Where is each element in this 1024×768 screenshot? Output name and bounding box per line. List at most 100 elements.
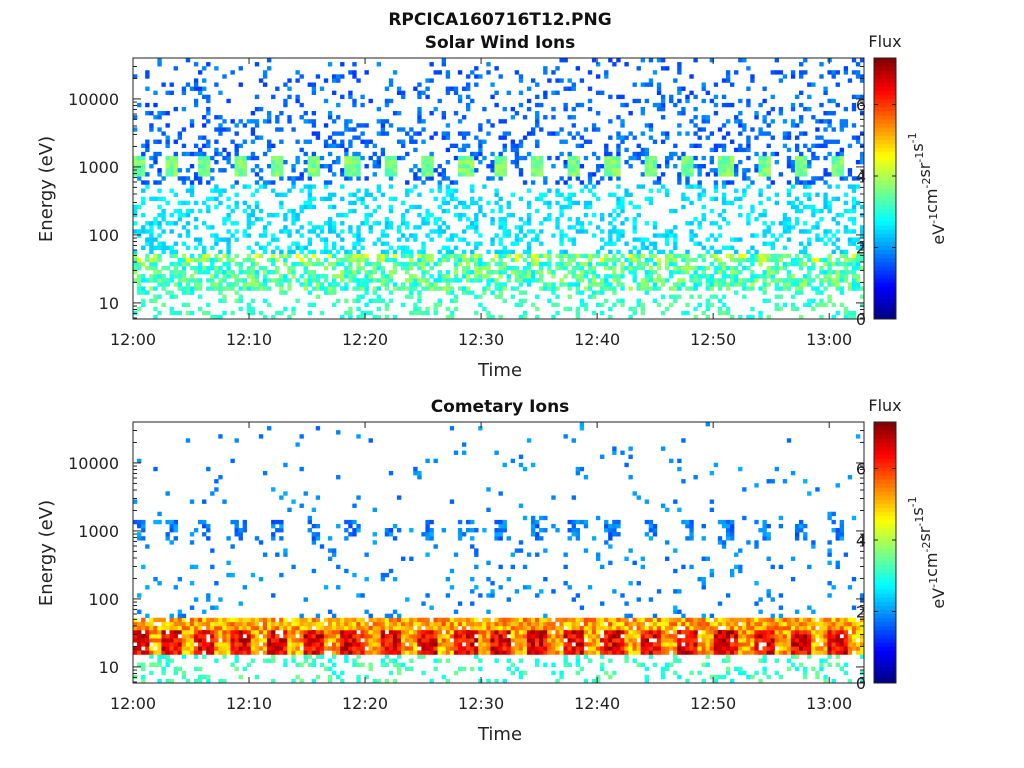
heatmap-cell — [384, 638, 390, 643]
heatmap-cell — [677, 180, 682, 185]
heatmap-cell — [238, 536, 243, 541]
heatmap-cell — [169, 188, 174, 193]
heatmap-cell — [323, 143, 329, 149]
heatmap-cell — [226, 560, 231, 566]
heatmap-cell — [721, 155, 727, 161]
heatmap-cell — [295, 638, 300, 643]
heatmap-cell — [648, 278, 654, 283]
heatmap-cell — [421, 274, 426, 279]
heatmap-cell — [222, 298, 227, 303]
heatmap-cell — [453, 86, 459, 91]
heatmap-cell — [417, 294, 422, 299]
heatmap-cell — [202, 245, 207, 250]
heatmap-cell — [859, 58, 865, 63]
heatmap-cell — [794, 164, 800, 169]
heatmap-cell — [376, 306, 382, 312]
heatmap-cell — [851, 196, 857, 202]
heatmap-cell — [563, 180, 568, 185]
heatmap-cell — [242, 638, 248, 643]
heatmap-cell — [169, 617, 174, 623]
heatmap-cell — [502, 106, 507, 112]
heatmap-cell — [271, 532, 276, 537]
heatmap-cell — [327, 678, 333, 684]
heatmap-cell — [697, 278, 702, 283]
heatmap-cell — [193, 278, 199, 283]
heatmap-cell — [340, 257, 345, 263]
heatmap-cell — [754, 278, 759, 283]
heatmap-cell — [786, 237, 792, 242]
heatmap-cell — [149, 629, 154, 635]
heatmap-cell — [685, 265, 690, 271]
heatmap-cell — [595, 253, 601, 259]
heatmap-cell — [673, 286, 678, 291]
heatmap-cell — [738, 282, 743, 287]
heatmap-cell — [153, 253, 158, 259]
heatmap-cell — [218, 597, 223, 602]
heatmap-cell — [831, 278, 836, 283]
heatmap-cell — [526, 86, 532, 91]
heatmap-cell — [153, 638, 158, 643]
heatmap-cell — [510, 143, 516, 149]
colorbar-swatch — [874, 70, 896, 75]
heatmap-cell — [173, 523, 178, 529]
heatmap-cell — [526, 106, 532, 112]
heatmap-cell — [258, 625, 264, 631]
heatmap-cell — [185, 650, 191, 655]
heatmap-cell — [303, 282, 308, 287]
heatmap-cell — [405, 278, 410, 283]
heatmap-cell — [246, 662, 252, 667]
heatmap-cell — [827, 261, 832, 267]
heatmap-cell — [725, 282, 731, 287]
heatmap-cell — [368, 638, 373, 643]
heatmap-cell — [815, 143, 820, 149]
heatmap-cell — [287, 314, 292, 320]
heatmap-cell — [405, 180, 410, 185]
heatmap-cell — [356, 265, 361, 271]
heatmap-cell — [181, 241, 187, 246]
heatmap-cell — [457, 528, 463, 533]
heatmap-cell — [429, 257, 434, 263]
heatmap-cell — [604, 241, 609, 246]
heatmap-cell — [591, 212, 597, 218]
heatmap-cell — [660, 249, 666, 255]
heatmap-cell — [685, 94, 690, 100]
heatmap-cell — [506, 278, 511, 283]
heatmap-cell — [161, 646, 166, 651]
heatmap-cell — [165, 662, 170, 667]
heatmap-cell — [794, 159, 800, 165]
heatmap-cell — [705, 298, 710, 303]
heatmap-cell — [421, 629, 426, 635]
heatmap-cell — [449, 629, 455, 635]
heatmap-cell — [758, 274, 763, 279]
heatmap-cell — [502, 168, 507, 173]
heatmap-cell — [384, 678, 390, 684]
heatmap-cell — [137, 286, 142, 291]
heatmap-cell — [401, 127, 406, 132]
heatmap-cell — [539, 241, 544, 246]
heatmap-cell — [778, 111, 784, 116]
heatmap-cell — [478, 253, 483, 259]
heatmap-cell — [141, 674, 146, 680]
heatmap-cell — [380, 192, 386, 197]
heatmap-cell — [295, 98, 300, 104]
heatmap-cell — [758, 164, 763, 169]
heatmap-cell — [693, 265, 698, 271]
heatmap-cell — [681, 111, 686, 116]
heatmap-cell — [441, 115, 446, 120]
heatmap-cell — [551, 274, 556, 279]
heatmap-cell — [530, 302, 536, 308]
heatmap-cell — [295, 621, 300, 627]
heatmap-cell — [729, 270, 735, 275]
heatmap-cell — [859, 74, 865, 79]
heatmap-cell — [396, 666, 402, 672]
heatmap-cell — [409, 290, 414, 295]
heatmap-cell — [449, 290, 455, 295]
heatmap-cell — [165, 245, 170, 250]
heatmap-cell — [242, 617, 248, 623]
heatmap-cell — [202, 155, 207, 161]
heatmap-cell — [640, 58, 645, 63]
heatmap-cell — [421, 249, 426, 255]
heatmap-cell — [847, 184, 853, 189]
heatmap-cell — [348, 94, 353, 100]
heatmap-cell — [652, 245, 658, 250]
